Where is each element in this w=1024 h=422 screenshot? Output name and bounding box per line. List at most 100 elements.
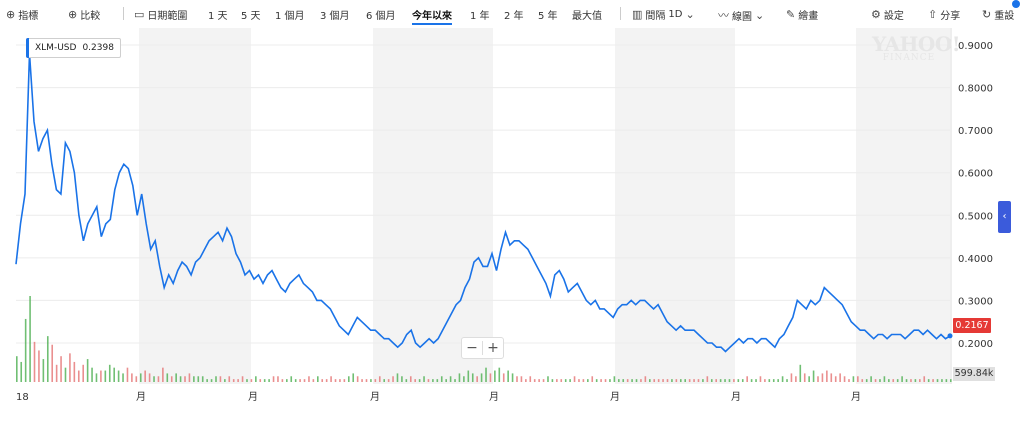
volume-bar — [520, 376, 523, 382]
date-range-button[interactable]: ▭ 日期範圍 — [134, 7, 187, 22]
volume-bar — [786, 379, 788, 382]
volume-bar — [356, 376, 359, 382]
range-6m[interactable]: 6 個月 — [366, 11, 396, 22]
volume-bar — [91, 367, 93, 382]
volume-bar — [697, 379, 700, 382]
interval-value: 1D — [668, 9, 683, 20]
volume-bar — [848, 379, 850, 382]
x-tick-label: 月 — [489, 391, 499, 403]
volume-bar — [427, 379, 430, 382]
volume-bar — [126, 367, 129, 382]
chart-toolbar: ⊕ 指標 ⊕ 比較 ▭ 日期範圍 1 天 5 天 1 個月 3 個月 6 個月 … — [0, 0, 1024, 28]
reset-icon: ↻ — [982, 8, 992, 21]
volume-bar — [463, 376, 465, 382]
volume-bar — [923, 376, 926, 382]
volume-bar — [587, 379, 589, 382]
zoom-divider — [482, 341, 483, 355]
range-5d[interactable]: 5 天 — [241, 11, 261, 22]
volume-bar — [405, 379, 408, 382]
volume-bar — [839, 373, 841, 382]
volume-bar — [321, 379, 324, 382]
volume-bar — [595, 379, 598, 382]
volume-bar — [365, 379, 368, 382]
range-3m[interactable]: 3 個月 — [320, 11, 350, 22]
volume-bar — [224, 379, 226, 382]
range-1d[interactable]: 1 天 — [208, 11, 228, 22]
chart-type-button[interactable]: 〰 線圖 ⌄ — [718, 7, 764, 23]
range-1m[interactable]: 1 個月 — [275, 11, 305, 22]
volume-bar — [467, 370, 470, 382]
legend-value: 0.2398 — [82, 43, 114, 53]
reset-button[interactable]: ↻ 重設 — [982, 7, 1014, 22]
price-line — [15, 53, 951, 353]
volume-bar — [170, 376, 173, 382]
volume-bar — [812, 370, 815, 382]
volume-bar — [542, 379, 545, 382]
volume-bar — [255, 376, 257, 382]
volume-bar — [250, 379, 253, 382]
volume-bar — [936, 379, 939, 382]
volume-bar — [609, 379, 611, 382]
range-max[interactable]: 最大值 — [572, 11, 602, 22]
range-1y[interactable]: 1 年 — [470, 11, 490, 22]
plus-circle-icon: ⊕ — [68, 8, 78, 21]
volume-bar — [834, 376, 837, 382]
volume-bar — [148, 373, 151, 382]
volume-bar — [870, 376, 872, 382]
share-button[interactable]: ⇧ 分享 — [928, 7, 960, 22]
volume-bar — [215, 376, 217, 382]
interval-button[interactable]: ▥ 間隔 1D ⌄ — [632, 7, 695, 22]
settings-button[interactable]: ⚙ 設定 — [871, 7, 904, 22]
volume-bar — [312, 379, 315, 382]
range-ytd[interactable]: 今年以來 — [412, 7, 452, 25]
volume-bar — [502, 373, 505, 382]
volume-bar — [741, 379, 744, 382]
volume-bar — [489, 373, 492, 382]
volume-bar — [772, 379, 775, 382]
volume-bar — [206, 379, 208, 382]
volume-bar — [259, 379, 262, 382]
volume-bar — [20, 361, 23, 382]
zoom-in-button[interactable]: + — [487, 340, 499, 356]
compare-button[interactable]: ⊕ 比較 — [68, 7, 100, 22]
volume-bar — [157, 376, 160, 382]
volume-bar — [507, 370, 509, 382]
volume-bar — [927, 379, 930, 382]
volume-bar — [666, 379, 669, 382]
volume-tag: 599.84k — [953, 367, 995, 381]
range-2y[interactable]: 2 年 — [504, 11, 524, 22]
volume-bar — [299, 379, 301, 382]
volume-bar — [905, 379, 908, 382]
chart-type-label: 線圖 — [732, 11, 752, 23]
volume-bar — [516, 376, 518, 382]
side-panel-toggle[interactable]: ‹ — [998, 201, 1011, 233]
volume-bar — [42, 359, 45, 382]
volume-bar — [294, 379, 297, 382]
volume-bar — [564, 379, 567, 382]
date-range-label: 日期範圍 — [147, 11, 188, 22]
volume-bar — [339, 379, 341, 382]
volume-bar — [16, 356, 18, 382]
range-5y[interactable]: 5 年 — [538, 11, 558, 22]
indicator-button[interactable]: ⊕ 指標 — [6, 7, 38, 22]
volume-bar — [573, 376, 576, 382]
volume-bar — [197, 376, 200, 382]
volume-bar — [432, 379, 434, 382]
y-tick-label: 0.7000 — [958, 126, 993, 137]
draw-button[interactable]: ✎ 繪畫 — [786, 7, 818, 22]
x-tick-label: 18 — [16, 392, 29, 403]
volume-bar — [932, 379, 934, 382]
volume-bar — [104, 370, 107, 382]
volume-bar — [352, 373, 355, 382]
zoom-out-button[interactable]: − — [466, 340, 478, 356]
volume-bar — [790, 373, 793, 382]
volume-bar — [644, 376, 647, 382]
volume-bar — [693, 379, 695, 382]
volume-bar — [746, 376, 748, 382]
legend-box[interactable]: XLM-USD 0.2398 — [26, 38, 121, 58]
chevron-down-icon: ⌄ — [755, 8, 765, 22]
line-chart-icon: 〰 — [718, 9, 729, 22]
price-chart[interactable]: 0.9000 0.8000 0.7000 0.6000 0.5000 0.4000 0.30… — [0, 28, 1024, 422]
volume-bar — [569, 379, 571, 382]
volume-bar — [618, 379, 620, 382]
